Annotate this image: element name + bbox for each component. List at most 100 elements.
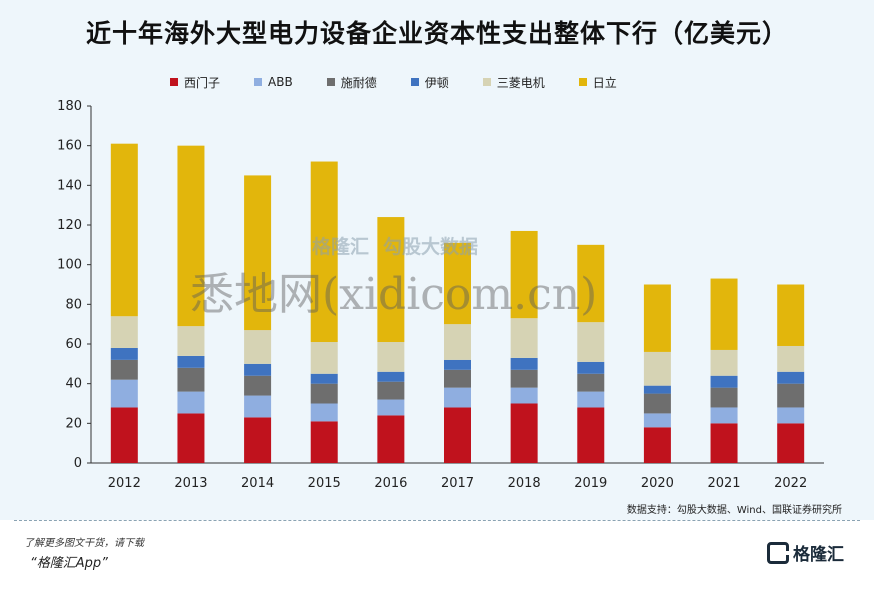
- bar-segment: [177, 413, 205, 463]
- bar-segment: [710, 278, 738, 350]
- legend-swatch: [578, 78, 587, 86]
- y-tick-label: 20: [65, 416, 82, 431]
- y-tick-label: 0: [74, 456, 82, 471]
- bar-segment: [577, 322, 605, 362]
- brand-name: 格隆汇: [793, 545, 844, 565]
- legend-item: ABB: [254, 75, 293, 89]
- bar-segment: [643, 427, 671, 463]
- bar-segment: [177, 355, 205, 368]
- bar-segment: [377, 217, 405, 343]
- watermark-logo-text: 格隆汇: [312, 236, 370, 258]
- x-tick-label: 2019: [574, 476, 607, 491]
- legend-swatch: [482, 78, 491, 86]
- x-tick-label: 2014: [241, 476, 274, 491]
- x-tick-label: 2022: [774, 476, 807, 491]
- bar-segment: [444, 324, 471, 360]
- bar-segment: [710, 349, 738, 376]
- bar-segment: [577, 373, 605, 392]
- bar-segment: [643, 351, 671, 386]
- legend-item: 三菱电机: [482, 74, 545, 91]
- x-tick-label: 2013: [174, 476, 207, 491]
- chart-title: 近十年海外大型电力设备企业资本性支出整体下行（亿美元）: [85, 19, 788, 48]
- bar-segment: [777, 383, 805, 408]
- bar-chart: 0 20 40 60 80 100 120 140 160 180 2012 2013 2014 2015…: [57, 99, 824, 491]
- bar-segment: [377, 342, 405, 372]
- source-note: 数据支持：勾股大数据、Wind、国联证券研究所: [626, 505, 842, 516]
- legend-label: 三菱电机: [496, 75, 545, 90]
- legend-item: 伊顿: [410, 74, 449, 91]
- bar-segment: [510, 403, 538, 463]
- legend-label: 伊顿: [424, 75, 449, 90]
- legend-item: 日立: [578, 74, 617, 91]
- x-tick-label: 2021: [707, 476, 740, 491]
- x-tick-label: 2018: [508, 476, 541, 491]
- bar-segment: [510, 230, 538, 319]
- brand-logo-block: 格隆汇: [767, 540, 844, 565]
- bar-segment: [244, 395, 272, 418]
- bar-segment: [510, 369, 538, 388]
- bar-segment: [310, 383, 338, 404]
- bar-segment: [577, 407, 605, 463]
- y-tick-label: 140: [57, 178, 82, 193]
- bar-segment: [710, 387, 738, 408]
- bar-segment: [244, 175, 272, 331]
- bar-segment: [244, 375, 272, 396]
- legend-label: 日立: [592, 75, 617, 90]
- bar-segment: [510, 318, 538, 358]
- bar-segment: [643, 284, 671, 352]
- bar-segment: [577, 361, 605, 374]
- bar-segment: [444, 359, 471, 370]
- bar-segment: [244, 417, 272, 463]
- footer-app-name: “格隆汇App”: [30, 556, 108, 571]
- bar-segment: [710, 423, 738, 463]
- legend-swatch: [170, 78, 178, 86]
- legend-item: 西门子: [170, 74, 220, 91]
- bar-segment: [777, 284, 805, 346]
- bar-segment: [110, 347, 138, 360]
- x-tick-label: 2016: [374, 476, 407, 491]
- bar-segment: [777, 423, 805, 463]
- bar-segment: [444, 369, 471, 388]
- bar-segment: [310, 373, 338, 384]
- bar-segment: [110, 379, 138, 408]
- bar-segment: [310, 342, 338, 374]
- bar-segment: [710, 375, 738, 388]
- brand-g-icon: [767, 541, 789, 564]
- bar-segment: [110, 359, 138, 380]
- x-tick-label: 2017: [441, 476, 474, 491]
- bar-segment: [377, 371, 405, 382]
- bar-segment: [110, 407, 138, 463]
- y-tick-label: 40: [65, 377, 82, 392]
- y-tick-label: 100: [57, 258, 82, 273]
- bar-segment: [310, 161, 338, 343]
- legend-swatch: [410, 78, 419, 86]
- x-tick-label: 2020: [641, 476, 674, 491]
- bar-segment: [377, 399, 405, 416]
- y-tick-label: 180: [57, 99, 82, 114]
- bar-segment: [110, 316, 138, 348]
- bar-segment: [377, 415, 405, 463]
- bar-segment: [244, 363, 272, 376]
- watermark-db-text: 勾股大数据: [383, 236, 479, 258]
- bar-segment: [110, 143, 138, 317]
- bar-segment: [577, 244, 605, 323]
- x-tick-label: 2012: [108, 476, 141, 491]
- bar-segment: [577, 391, 605, 408]
- bar-segment: [444, 407, 471, 463]
- bar-segment: [777, 407, 805, 424]
- legend-label: 施耐德: [340, 75, 377, 90]
- y-tick-label: 60: [65, 337, 82, 352]
- x-tick-label: 2015: [308, 476, 341, 491]
- watermark-logo: 格隆汇 勾股大数据: [312, 232, 478, 259]
- bar-segment: [444, 242, 471, 325]
- bar-segment: [177, 391, 205, 414]
- bar-segment: [643, 393, 671, 414]
- bar-segment: [777, 345, 805, 372]
- legend-swatch: [254, 78, 263, 86]
- y-tick-label: 120: [57, 218, 82, 233]
- bar-segment: [643, 413, 671, 428]
- y-tick-label: 80: [65, 297, 82, 312]
- bar-segment: [510, 387, 538, 404]
- bar-segment: [710, 407, 738, 424]
- bar-segment: [377, 381, 405, 400]
